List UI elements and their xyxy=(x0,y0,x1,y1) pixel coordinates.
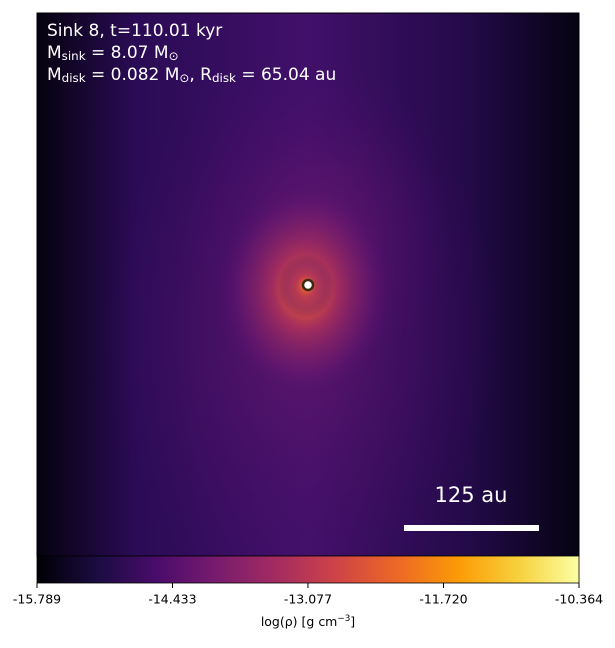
text-span: = 0.082 M xyxy=(86,65,180,85)
text-span: Sink 8, t=110.01 kyr xyxy=(47,21,222,41)
subscript: disk xyxy=(212,71,236,85)
tick-label: -15.789 xyxy=(13,592,61,607)
annotation: Sink 8, t=110.01 kyr xyxy=(47,21,222,41)
text-span: = 8.07 M xyxy=(86,43,169,63)
text-span: = 65.04 au xyxy=(236,65,336,85)
text-span: log(ρ) [g cm xyxy=(261,614,338,629)
annotation: Mdisk = 0.082 M⊙, Rdisk = 65.04 au xyxy=(47,65,336,85)
density-image xyxy=(37,13,579,556)
colorbar xyxy=(36,555,580,584)
subscript: ⊙ xyxy=(179,71,189,85)
subscript: disk xyxy=(62,71,86,85)
colorbar-label: log(ρ) [g cm−3] xyxy=(261,614,355,629)
text-span: M xyxy=(47,65,62,85)
subscript: ⊙ xyxy=(169,49,179,63)
text-span: ] xyxy=(350,614,355,629)
superscript: −3 xyxy=(337,614,350,624)
tick-label: -14.433 xyxy=(148,592,196,607)
scale-bar-label: 125 au xyxy=(435,483,508,507)
text-span: M xyxy=(47,43,62,63)
tick-label: -11.720 xyxy=(419,592,467,607)
annotation: Msink = 8.07 M⊙ xyxy=(47,43,179,63)
sink-marker xyxy=(301,278,315,292)
subscript: sink xyxy=(62,49,86,63)
tick-label: -13.077 xyxy=(284,592,332,607)
text-span: , R xyxy=(189,65,212,85)
tick-label: -10.364 xyxy=(555,592,603,607)
